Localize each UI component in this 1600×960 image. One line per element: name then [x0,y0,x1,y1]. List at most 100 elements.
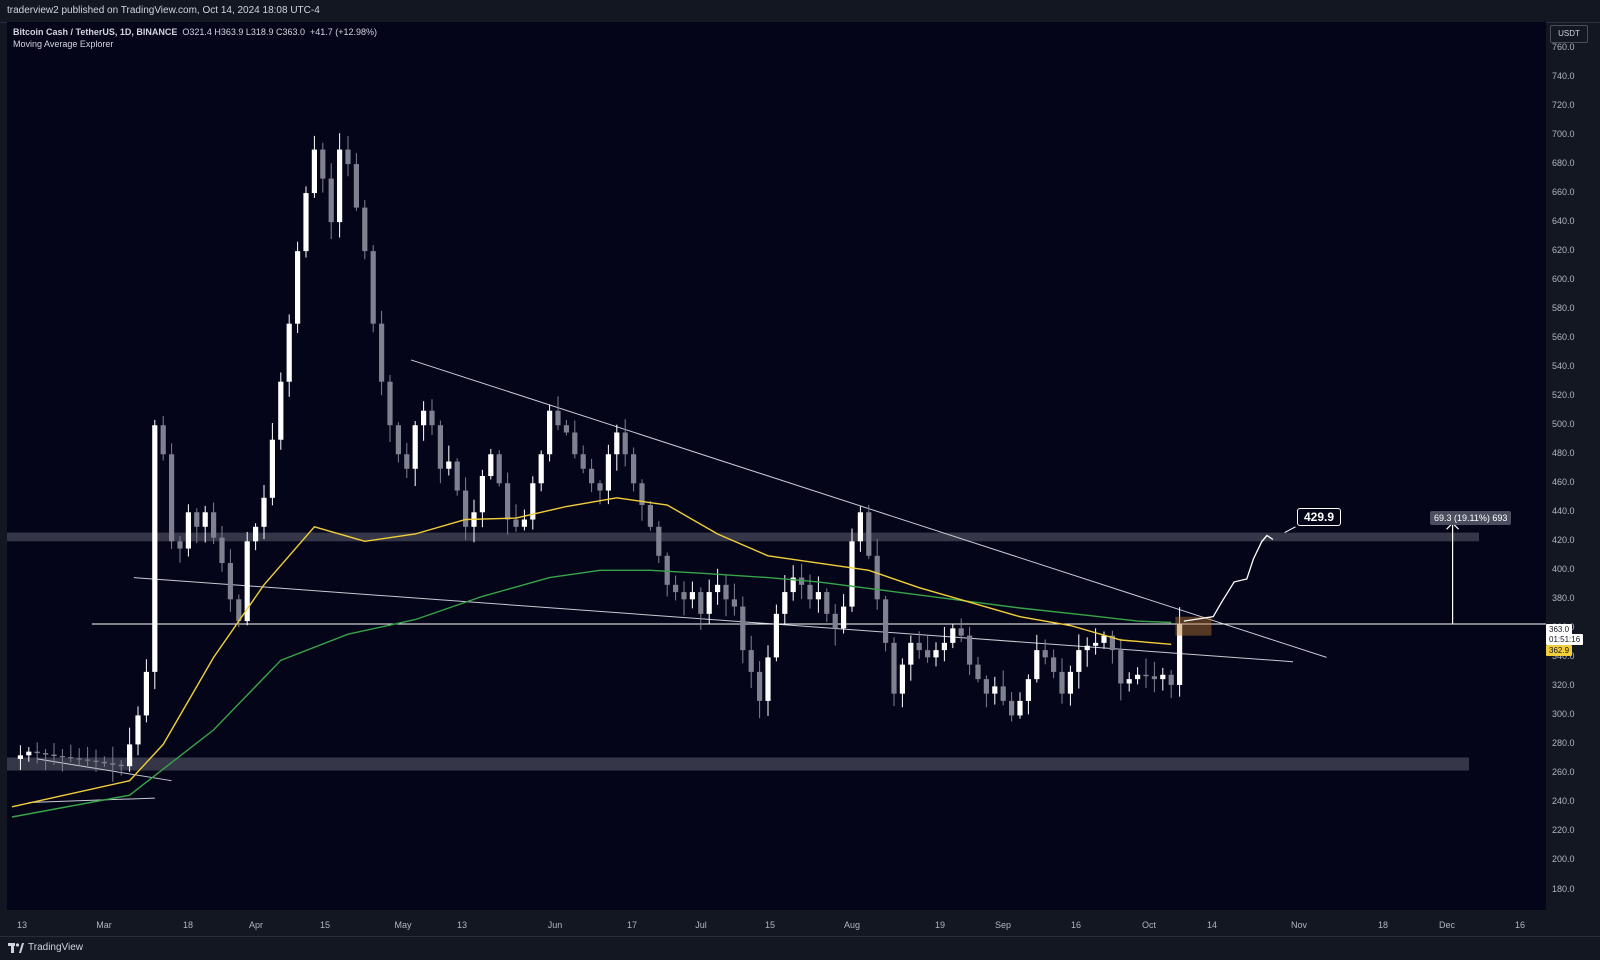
candle [622,432,628,455]
price-tick-label: 180.0 [1552,883,1575,894]
candle [488,454,494,477]
legend-change: +41.7 (+12.98%) [310,27,378,37]
time-tick-label: Dec [1438,920,1456,930]
candle [916,642,922,651]
candle [454,461,460,491]
legend-symbol[interactable]: Bitcoin Cash / TetherUS, 1D, BINANCE [13,27,178,37]
candle [597,483,603,491]
candle [370,251,376,324]
price-tick-label: 640.0 [1552,216,1575,227]
candle [93,760,99,762]
price-tick-label: 260.0 [1552,767,1575,778]
target-price-callout[interactable]: 429.9 [1297,508,1342,526]
candle [202,512,208,527]
candle [681,592,687,600]
candle [379,323,385,382]
candle [421,410,427,426]
candle [832,613,838,629]
candle [572,432,578,455]
candle [505,483,511,520]
candle [1059,671,1065,694]
candle [983,679,989,694]
candle [328,178,334,223]
candle [1118,650,1124,684]
candle [387,381,393,426]
candle [765,657,771,701]
candle [706,592,712,614]
candle [479,476,485,513]
support-zone [7,757,1469,771]
currency-button[interactable]: USDT [1550,25,1588,43]
price-tick-label: 280.0 [1552,738,1575,749]
candle [975,664,981,680]
candle [311,149,317,194]
candle [950,628,956,643]
chart-pane[interactable]: Bitcoin Cash / TetherUS, 1D, BINANCE O32… [7,22,1546,910]
time-tick-label: Sep [994,920,1012,930]
candle [51,754,57,757]
time-tick-label: Nov [1290,920,1308,930]
price-chart[interactable] [7,22,1546,910]
time-tick-label: 15 [319,920,331,930]
candle [647,505,653,527]
candle [337,149,343,223]
time-tick-label: 13 [16,920,28,930]
price-tick-label: 200.0 [1552,854,1575,865]
brand-name: TradingView [28,942,84,953]
candle [807,584,813,600]
candle [513,519,519,527]
candle [731,599,737,607]
candle [143,671,149,716]
candle [412,425,418,469]
legend-indicator[interactable]: Moving Average Explorer [13,39,114,49]
candle [1009,700,1015,716]
tradingview-brand[interactable]: TradingView [8,942,83,953]
candle [236,599,242,622]
trend-line [37,758,172,782]
candle [1017,700,1023,716]
candle [169,454,175,542]
candle [429,410,435,426]
candle [1135,674,1141,680]
candle [874,555,880,600]
candle [1000,686,1006,701]
candle [1126,679,1132,684]
candle [773,613,779,658]
candle [26,751,32,756]
time-tick-label: 14 [1206,920,1218,930]
candle [824,592,830,614]
measure-tool-label[interactable]: 69.3 (19.11%) 693 [1430,511,1512,525]
countdown-label: 01:51:16 [1546,634,1584,645]
candle [278,381,284,440]
candle [815,592,821,600]
candle [538,454,544,484]
candle [244,541,250,622]
candle [219,537,225,564]
candle [664,555,670,585]
candle [404,454,410,469]
candle [757,671,763,701]
price-tick-label: 380.0 [1552,593,1575,604]
time-tick-label: 16 [1070,920,1082,930]
candle [908,642,914,665]
candle [253,526,259,542]
candle [1177,624,1183,685]
chart-legend: Bitcoin Cash / TetherUS, 1D, BINANCE O32… [13,26,377,50]
candle [1168,674,1174,685]
candle [320,149,326,179]
candle [127,744,133,767]
candle [891,642,897,694]
candle [967,635,973,665]
price-tick-label: 340.0 [1552,651,1575,662]
candle [194,512,200,527]
target-pointer [1284,526,1296,534]
candle [1101,635,1107,643]
price-tick-label: 220.0 [1552,825,1575,836]
tradingview-logo-icon [8,942,24,953]
candle [689,592,695,600]
candle [790,577,796,593]
candle [782,592,788,614]
projection-path [1183,535,1268,622]
candle [85,759,91,761]
